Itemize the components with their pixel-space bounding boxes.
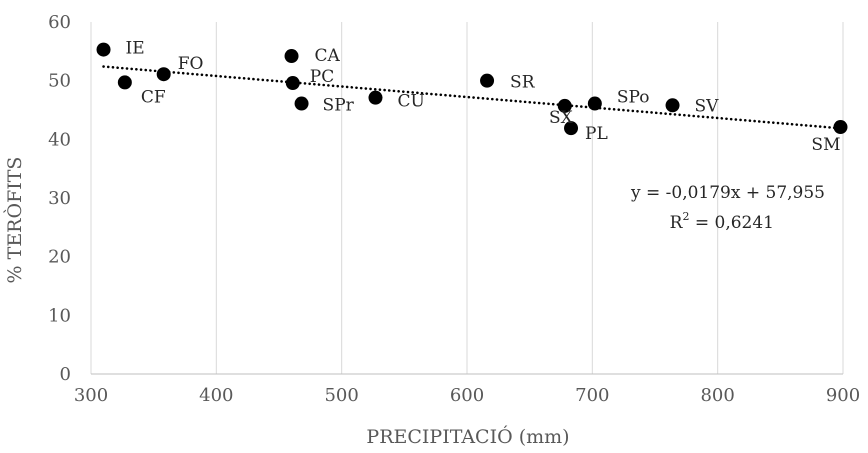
y-tick-label-30: 30 — [48, 188, 71, 209]
data-point-pc — [285, 76, 300, 91]
data-points — [96, 42, 848, 136]
data-point-sm — [833, 120, 848, 135]
trendline-r-squared: R2 = 0,6241 — [670, 210, 774, 233]
point-label-pc: PC — [310, 67, 334, 87]
x-tick-label-300: 300 — [74, 385, 108, 406]
gridlines — [90, 22, 844, 374]
point-label-sv: SV — [695, 96, 720, 116]
point-label-ie: IE — [126, 39, 145, 59]
point-label-sx: SX — [549, 108, 574, 128]
data-point-sx — [557, 98, 572, 113]
x-tick-label-500: 500 — [324, 385, 358, 406]
data-point-sr — [480, 73, 495, 88]
y-tick-label-0: 0 — [60, 364, 71, 385]
point-label-ca: CA — [315, 46, 341, 66]
point-label-cf: CF — [141, 87, 166, 107]
point-label-sr: SR — [510, 73, 536, 93]
x-axis-title: PRECIPITACIÓ (mm) — [366, 425, 569, 448]
y-tick-label-40: 40 — [48, 129, 71, 150]
data-point-pl — [564, 121, 579, 136]
x-tick-label-600: 600 — [450, 385, 484, 406]
trendline — [102, 65, 842, 130]
y-axis-title: % TERÒFITS — [3, 157, 26, 284]
data-point-spr — [294, 96, 309, 111]
tick-labels: 300 400 500 600 700 800 900 0 10 20 30 40 50 60 — [48, 12, 860, 406]
data-point-fo — [156, 67, 171, 82]
data-point-ca — [284, 49, 299, 64]
point-label-pl: PL — [585, 124, 608, 144]
point-label-fo: FO — [178, 54, 204, 74]
y-tick-label-20: 20 — [48, 247, 71, 268]
x-tick-label-700: 700 — [575, 385, 609, 406]
data-point-ie — [96, 42, 111, 57]
x-tick-label-900: 900 — [826, 385, 860, 406]
trendline-equation: y = -0,0179x + 57,955 — [630, 183, 825, 203]
trendline-group — [102, 65, 842, 130]
data-point-cf — [117, 75, 132, 90]
data-point-sv — [665, 98, 680, 113]
y-tick-label-10: 10 — [48, 305, 71, 326]
point-label-spo: SPo — [617, 88, 650, 108]
data-point-cu — [368, 90, 383, 105]
point-label-cu: CU — [398, 92, 425, 112]
data-point-spo — [587, 96, 602, 111]
x-tick-label-800: 800 — [700, 385, 734, 406]
point-label-sm: SM — [811, 135, 840, 155]
y-tick-label-60: 60 — [48, 12, 71, 33]
y-tick-label-50: 50 — [48, 71, 71, 92]
point-label-spr: SPr — [323, 96, 355, 116]
x-tick-label-400: 400 — [199, 385, 233, 406]
